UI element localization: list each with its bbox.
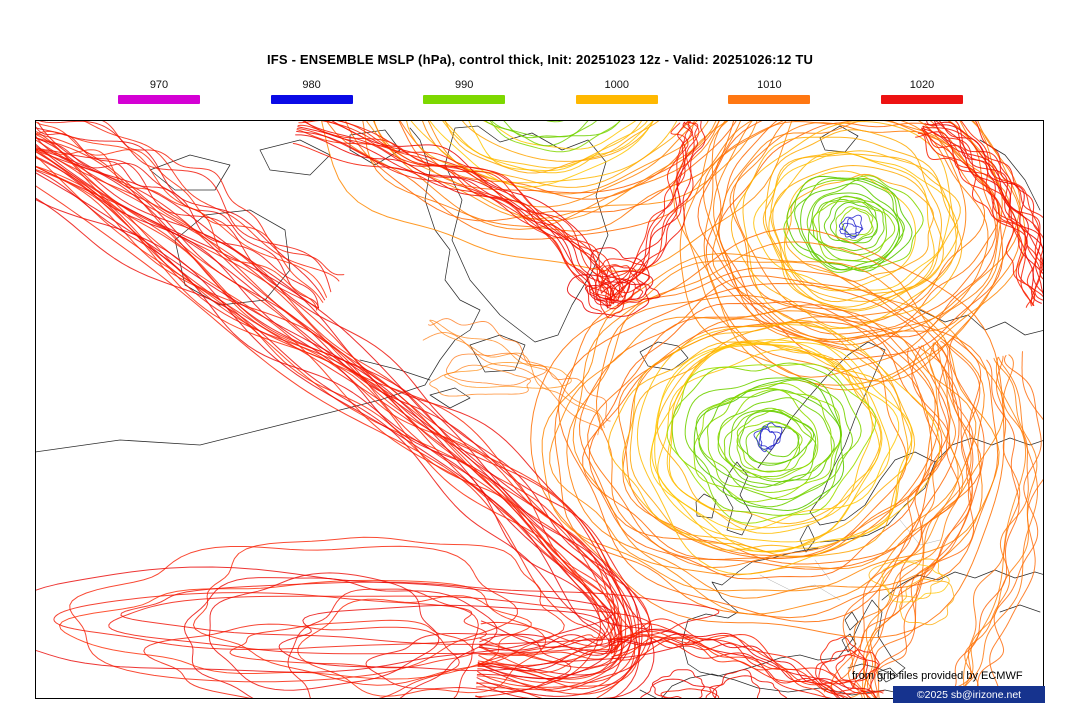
legend-item-1010: 1010 bbox=[728, 79, 811, 104]
legend-color-bar bbox=[118, 95, 200, 104]
legend-item-1020: 1020 bbox=[880, 79, 963, 104]
legend-item-990: 990 bbox=[423, 79, 506, 104]
legend-label: 980 bbox=[302, 79, 321, 91]
pressure-legend: 970 980 990 1000 1010 1020 bbox=[118, 79, 963, 104]
map-frame bbox=[35, 120, 1044, 699]
legend-item-1000: 1000 bbox=[575, 79, 658, 104]
map-canvas bbox=[35, 120, 1044, 699]
ensemble-contours-layer bbox=[36, 121, 1043, 698]
legend-color-bar bbox=[880, 95, 963, 104]
chart-title: IFS - ENSEMBLE MSLP (hPa), control thick… bbox=[266, 52, 814, 67]
legend-color-bar bbox=[270, 95, 353, 104]
copyright-badge: ©2025 sb@irizone.net bbox=[893, 686, 1045, 703]
legend-color-bar bbox=[423, 95, 506, 104]
legend-color-bar bbox=[575, 95, 658, 104]
legend-label: 970 bbox=[149, 79, 169, 91]
legend-item-980: 980 bbox=[270, 79, 353, 104]
legend-item-970: 970 bbox=[118, 79, 200, 104]
data-source-credit: from grib files provided by ECMWF bbox=[852, 670, 1023, 682]
legend-label: 1000 bbox=[604, 79, 630, 91]
legend-label: 1020 bbox=[909, 79, 935, 91]
legend-color-bar bbox=[728, 95, 811, 104]
legend-label: 1010 bbox=[757, 79, 782, 91]
legend-label: 990 bbox=[455, 79, 474, 91]
